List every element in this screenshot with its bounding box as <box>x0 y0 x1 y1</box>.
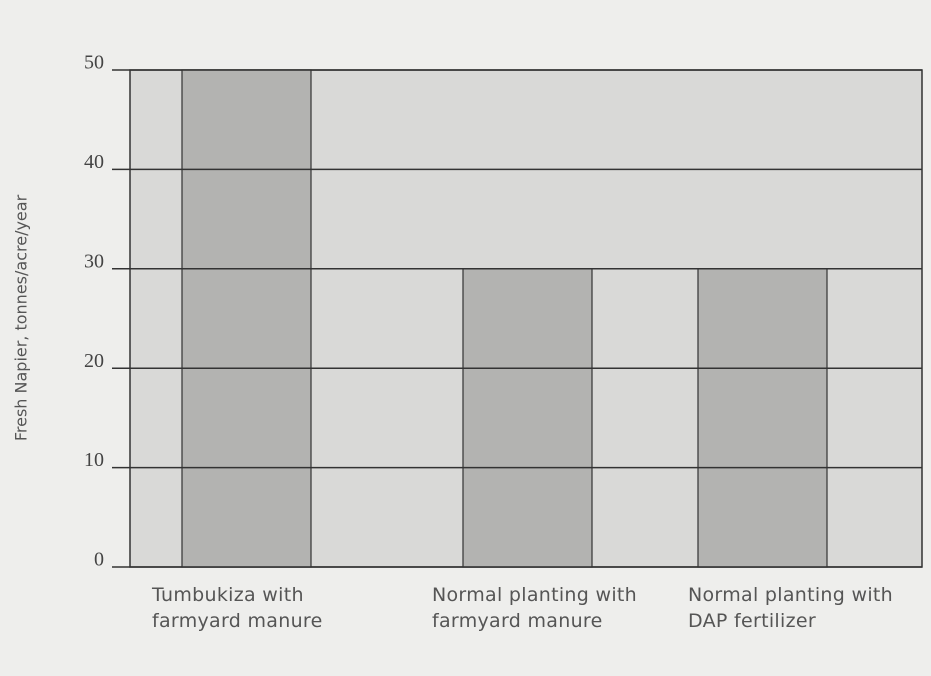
x-tick-label: Normal planting with DAP fertilizer <box>688 584 893 632</box>
y-tick-label: 20 <box>84 350 104 372</box>
bar <box>462 268 593 568</box>
x-tick-label: Normal planting with farmyard manure <box>432 584 637 632</box>
y-tick-label: 40 <box>84 151 104 173</box>
x-tick-label: Tumbukiza with farmyard manure <box>152 584 323 632</box>
bar <box>697 268 828 568</box>
y-tick-label: 50 <box>84 52 104 74</box>
y-tick-label: 0 <box>94 549 104 571</box>
y-tick-label: 10 <box>84 449 104 471</box>
y-axis-label: Fresh Napier, tonnes/acre/year <box>12 194 31 441</box>
bar <box>181 69 312 568</box>
y-tick-label: 30 <box>84 250 104 272</box>
